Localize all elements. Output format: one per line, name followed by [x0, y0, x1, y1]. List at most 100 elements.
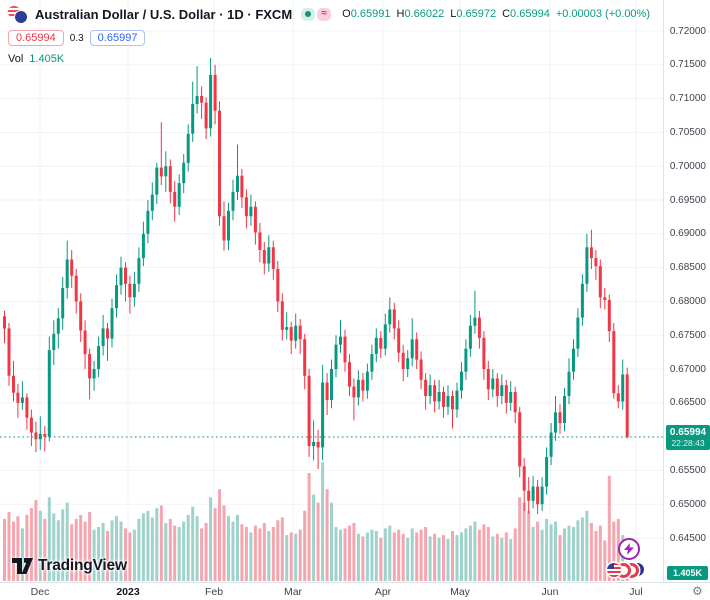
candle-body[interactable] [379, 337, 383, 349]
candle-body[interactable] [38, 433, 42, 440]
market-status-chips[interactable]: ≈ [301, 7, 332, 21]
candle-body[interactable] [146, 210, 150, 234]
candle-body[interactable] [294, 325, 298, 341]
candle-body[interactable] [20, 397, 24, 403]
candle-body[interactable] [244, 197, 248, 217]
candle-body[interactable] [513, 392, 517, 413]
candle-body[interactable] [477, 317, 481, 338]
candle-body[interactable] [594, 258, 598, 267]
candle-body[interactable] [612, 331, 616, 394]
time-axis[interactable]: ⚙ Dec 2023 Feb Mar Apr May Jun Jul [0, 582, 710, 600]
candle-body[interactable] [321, 382, 325, 448]
candle-body[interactable] [567, 371, 571, 396]
ask-price-button[interactable]: 0.65997 [89, 30, 146, 46]
flags-button[interactable] [607, 563, 649, 580]
candle-body[interactable] [473, 317, 477, 326]
candle-body[interactable] [262, 250, 266, 264]
candle-body[interactable] [150, 194, 154, 211]
candle-body[interactable] [580, 283, 584, 318]
candle-body[interactable] [365, 371, 369, 391]
candle-body[interactable] [177, 183, 181, 207]
candle-body[interactable] [442, 392, 445, 407]
candle-body[interactable] [186, 133, 190, 163]
candle-body[interactable] [482, 337, 486, 369]
candle-body[interactable] [401, 352, 405, 369]
candle-body[interactable] [92, 369, 96, 379]
candle-body[interactable] [168, 166, 172, 192]
candle-body[interactable] [598, 266, 602, 298]
candle-body[interactable] [164, 166, 168, 177]
candle-body[interactable] [325, 382, 329, 401]
candle-body[interactable] [343, 336, 347, 363]
candle-body[interactable] [464, 348, 468, 372]
candle-body[interactable] [253, 206, 257, 233]
tradingview-logo[interactable]: TradingView [12, 557, 127, 575]
candle-body[interactable] [65, 259, 69, 288]
candle-body[interactable] [545, 456, 549, 487]
candle-body[interactable] [356, 379, 360, 398]
candle-body[interactable] [522, 466, 526, 491]
candle-body[interactable] [249, 206, 253, 217]
candle-body[interactable] [388, 309, 392, 325]
candle-body[interactable] [339, 336, 342, 345]
candle-body[interactable] [3, 316, 6, 329]
candle-body[interactable] [47, 350, 51, 437]
candle-body[interactable] [88, 354, 92, 379]
candle-body[interactable] [531, 486, 535, 501]
candle-body[interactable] [34, 432, 38, 440]
candle-body[interactable] [119, 267, 123, 286]
candle-body[interactable] [52, 333, 56, 350]
candle-body[interactable] [159, 167, 163, 177]
candle-body[interactable] [141, 233, 145, 259]
candle-body[interactable] [285, 327, 289, 330]
candle-body[interactable] [16, 392, 20, 403]
candle-body[interactable] [563, 396, 566, 423]
candle-body[interactable] [348, 362, 351, 387]
candle-body[interactable] [70, 259, 74, 276]
candle-body[interactable] [433, 385, 437, 402]
candle-body[interactable] [97, 346, 101, 369]
candle-body[interactable] [209, 74, 213, 129]
candle-body[interactable] [460, 371, 463, 391]
candle-body[interactable] [316, 442, 320, 448]
candle-body[interactable] [374, 337, 378, 355]
candle-body[interactable] [276, 269, 280, 302]
candle-body[interactable] [271, 247, 275, 269]
candle-body[interactable] [101, 328, 105, 346]
candle-body[interactable] [397, 328, 401, 353]
candle-body[interactable] [115, 285, 118, 309]
candle-body[interactable] [437, 392, 441, 402]
candle-body[interactable] [554, 412, 557, 433]
candle-body[interactable] [124, 267, 127, 284]
candle-body[interactable] [83, 330, 87, 355]
candle-body[interactable] [29, 417, 33, 433]
candle-body[interactable] [540, 486, 544, 505]
candle-body[interactable] [231, 191, 235, 211]
candle-body[interactable] [106, 328, 109, 339]
candle-body[interactable] [191, 104, 195, 134]
candle-body[interactable] [173, 191, 177, 207]
candle-body[interactable] [25, 397, 29, 418]
candle-body[interactable] [536, 486, 540, 505]
candle-body[interactable] [267, 247, 271, 264]
candle-body[interactable] [128, 283, 132, 298]
candle-body[interactable] [361, 379, 365, 391]
candle-body[interactable] [625, 374, 629, 437]
candle-body[interactable] [415, 339, 419, 360]
candle-body[interactable] [213, 74, 217, 111]
candle-body[interactable] [74, 275, 78, 302]
candle-body[interactable] [603, 297, 607, 300]
candle-body[interactable] [195, 95, 199, 104]
price-axis[interactable]: 0.65994 22:28:43 1.405K 0.72000 0.71500 0.… [663, 0, 710, 582]
candle-body[interactable] [509, 392, 513, 403]
gear-icon[interactable]: ⚙ [692, 584, 703, 598]
minds-button[interactable] [618, 538, 640, 560]
candle-body[interactable] [572, 348, 575, 372]
candle-body[interactable] [549, 432, 553, 457]
candle-body[interactable] [56, 318, 60, 334]
candle-body[interactable] [527, 490, 531, 501]
candle-body[interactable] [222, 216, 226, 241]
candle-body[interactable] [289, 327, 293, 341]
candle-body[interactable] [446, 396, 450, 407]
